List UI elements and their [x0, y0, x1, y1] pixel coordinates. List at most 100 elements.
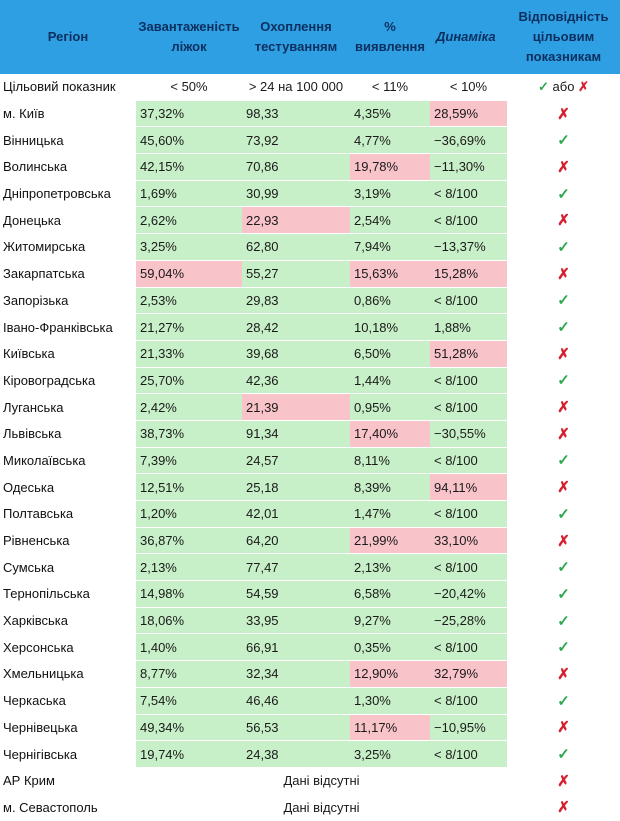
region-name: Івано-Франківська: [0, 314, 136, 341]
table-row: Закарпатська 59,04% 55,27 15,63% 15,28% ✗: [0, 260, 620, 288]
check-icon: ✓: [557, 692, 570, 710]
region-name: Київська: [0, 341, 136, 368]
dynamics-cell: < 8/100: [430, 180, 507, 208]
compliance-cell: ✓: [507, 234, 620, 261]
header-dynamics: Динаміка: [430, 0, 507, 74]
target-row: Цільовий показник < 50% > 24 на 100 000 …: [0, 74, 620, 101]
compliance-cell: ✓: [507, 608, 620, 635]
region-name: Сумська: [0, 554, 136, 582]
testing-cell: 21,39: [242, 394, 350, 421]
target-label: Цільовий показник: [0, 74, 136, 101]
bed-load-cell: 7,54%: [136, 687, 242, 715]
table-row: Черкаська 7,54% 46,46 1,30% < 8/100 ✓: [0, 687, 620, 715]
compliance-cell: ✗: [507, 528, 620, 555]
table-row: Івано-Франківська 21,27% 28,42 10,18% 1,88% ✓: [0, 314, 620, 341]
cross-icon: ✗: [557, 799, 570, 817]
region-name: Вінницька: [0, 127, 136, 155]
region-name: Полтавська: [0, 501, 136, 528]
bed-load-cell: 2,42%: [136, 394, 242, 421]
testing-cell: 62,80: [242, 234, 350, 261]
detection-cell: 7,94%: [350, 234, 430, 261]
compliance-cell: ✓: [507, 634, 620, 662]
dynamics-cell: −11,30%: [430, 154, 507, 181]
dynamics-cell: < 8/100: [430, 207, 507, 235]
check-icon: ✓: [557, 292, 570, 310]
bed-load-cell: 49,34%: [136, 714, 242, 742]
detection-cell: 9,27%: [350, 607, 430, 635]
detection-cell: 17,40%: [350, 420, 430, 448]
table-body: Цільовий показник < 50% > 24 на 100 000 …: [0, 74, 620, 821]
testing-cell: 39,68: [242, 340, 350, 368]
target-testing: > 24 на 100 000: [242, 74, 350, 101]
compliance-cell: ✓: [507, 741, 620, 768]
bed-load-cell: 36,87%: [136, 527, 242, 555]
table-row: Миколаївська 7,39% 24,57 8,11% < 8/100 ✓: [0, 447, 620, 475]
testing-cell: 32,34: [242, 661, 350, 688]
check-icon: ✓: [557, 639, 570, 657]
bed-load-cell: 42,15%: [136, 154, 242, 181]
detection-cell: 19,78%: [350, 154, 430, 181]
table-row: Київська 21,33% 39,68 6,50% 51,28% ✗: [0, 340, 620, 368]
compliance-cell: ✗: [507, 421, 620, 448]
table-row: Львівська 38,73% 91,34 17,40% −30,55% ✗: [0, 420, 620, 448]
bed-load-cell: 2,62%: [136, 207, 242, 235]
cross-icon: ✗: [557, 772, 570, 790]
region-name: Чернігівська: [0, 741, 136, 768]
header-detection: % виявлення: [350, 0, 430, 74]
cross-icon: ✗: [578, 78, 589, 94]
region-name: Одеська: [0, 474, 136, 501]
check-icon: ✓: [557, 185, 570, 203]
bed-load-cell: 1,69%: [136, 180, 242, 208]
cross-icon: ✗: [557, 105, 570, 123]
check-icon: ✓: [557, 319, 570, 337]
detection-cell: 12,90%: [350, 661, 430, 688]
dynamics-cell: −20,42%: [430, 581, 507, 608]
cross-icon: ✗: [557, 425, 570, 443]
dynamics-cell: < 8/100: [430, 394, 507, 421]
dynamics-cell: 28,59%: [430, 100, 507, 128]
target-dynamics: < 10%: [430, 74, 507, 101]
target-legend: ✓ або ✗: [507, 74, 620, 101]
testing-cell: 54,59: [242, 581, 350, 608]
no-data-note: Дані відсутні: [136, 795, 507, 821]
testing-cell: 55,27: [242, 260, 350, 288]
dynamics-cell: −36,69%: [430, 127, 507, 155]
table-row: Рівненська 36,87% 64,20 21,99% 33,10% ✗: [0, 527, 620, 555]
bed-load-cell: 21,27%: [136, 314, 242, 341]
dynamics-cell: < 8/100: [430, 687, 507, 715]
testing-cell: 46,46: [242, 687, 350, 715]
region-name: Рівненська: [0, 528, 136, 555]
cross-icon: ✗: [557, 719, 570, 737]
compliance-cell: ✗: [507, 154, 620, 181]
compliance-cell: ✓: [507, 554, 620, 582]
dynamics-cell: −25,28%: [430, 607, 507, 635]
header-compliance: Відповідність цільовим показникам: [507, 0, 620, 74]
dynamics-cell: < 8/100: [430, 287, 507, 315]
testing-cell: 42,36: [242, 367, 350, 395]
testing-cell: 91,34: [242, 420, 350, 448]
detection-cell: 1,30%: [350, 687, 430, 715]
check-icon: ✓: [557, 612, 570, 630]
compliance-cell: ✓: [507, 314, 620, 341]
detection-cell: 15,63%: [350, 260, 430, 288]
table-row: Дніпропетровська 1,69% 30,99 3,19% < 8/100 ✓: [0, 180, 620, 208]
cross-icon: ✗: [557, 265, 570, 283]
dynamics-cell: < 8/100: [430, 554, 507, 582]
detection-cell: 21,99%: [350, 527, 430, 555]
detection-cell: 11,17%: [350, 714, 430, 742]
testing-cell: 24,38: [242, 741, 350, 768]
check-icon: ✓: [538, 78, 549, 94]
dynamics-cell: 51,28%: [430, 340, 507, 368]
compliance-cell: ✗: [507, 661, 620, 688]
region-name: Волинська: [0, 154, 136, 181]
testing-cell: 30,99: [242, 180, 350, 208]
detection-cell: 4,77%: [350, 127, 430, 155]
table-row: Одеська 12,51% 25,18 8,39% 94,11% ✗: [0, 474, 620, 501]
table-row: Луганська 2,42% 21,39 0,95% < 8/100 ✗: [0, 394, 620, 421]
table-row: Сумська 2,13% 77,47 2,13% < 8/100 ✓: [0, 554, 620, 582]
bed-load-cell: 25,70%: [136, 367, 242, 395]
region-name: Житомирська: [0, 234, 136, 261]
bed-load-cell: 8,77%: [136, 661, 242, 688]
compliance-cell: ✗: [507, 795, 620, 821]
region-name: Хмельницька: [0, 661, 136, 688]
